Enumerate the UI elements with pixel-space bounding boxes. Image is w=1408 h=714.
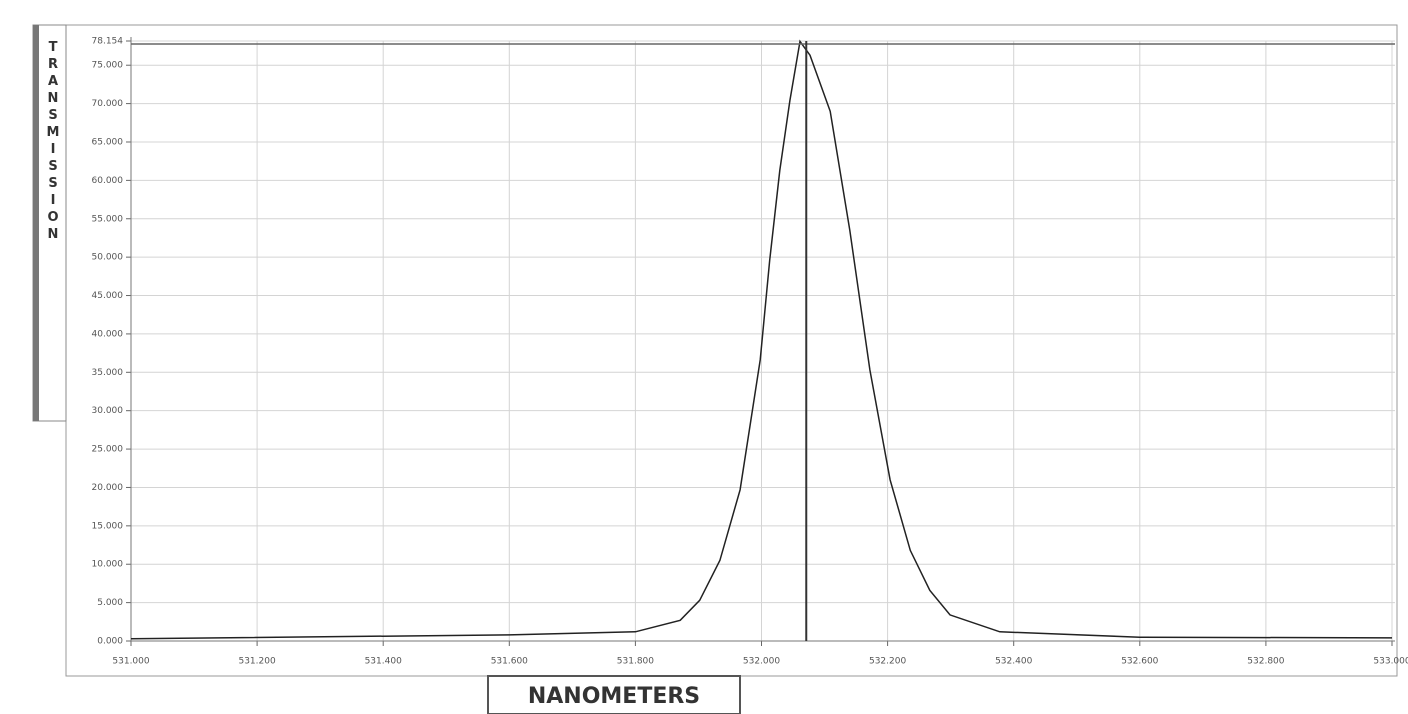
x-axis-label: NANOMETERS (528, 684, 700, 709)
y-tick-label: 35.000 (92, 368, 124, 378)
x-tick-label: 531.800 (617, 657, 654, 667)
x-tick-label: 532.800 (1247, 657, 1284, 667)
y-tick-label: 60.000 (92, 176, 124, 186)
y-tick-label: 20.000 (92, 483, 124, 493)
x-tick-label: 531.000 (112, 657, 149, 667)
x-tick-label: 532.600 (1121, 657, 1158, 667)
y-tick-label: 40.000 (92, 329, 124, 339)
y-tick-label: 30.000 (92, 406, 124, 416)
x-tick-label: 531.200 (238, 657, 275, 667)
x-tick-label: 532.000 (743, 657, 780, 667)
spectrum-line (130, 39, 1393, 640)
y-tick-label: 45.000 (92, 291, 124, 301)
y-tick-label: 0.000 (97, 637, 123, 647)
y-label-bar (33, 25, 39, 421)
x-tick-label: 532.200 (869, 657, 906, 667)
y-tick-label: 78.154 (92, 37, 124, 47)
x-tick-label: 531.400 (365, 657, 402, 667)
y-axis-label: TRANSMISSION (46, 40, 61, 244)
x-tick-label: 531.600 (491, 657, 528, 667)
y-tick-label: 25.000 (92, 445, 124, 455)
x-tick-label: 533.000 (1373, 657, 1408, 667)
y-tick-label: 70.000 (92, 99, 124, 109)
x-label-box (487, 675, 741, 714)
y-tick-label: 65.000 (92, 137, 124, 147)
y-tick-label: 15.000 (92, 521, 124, 531)
y-tick-label: 10.000 (92, 560, 124, 570)
y-tick-label: 50.000 (92, 253, 124, 263)
y-tick-label: 75.000 (92, 61, 124, 71)
y-tick-label: 5.000 (97, 598, 123, 608)
plot-frame (65, 24, 1398, 677)
x-tick-label: 532.400 (995, 657, 1032, 667)
y-tick-label: 55.000 (92, 214, 124, 224)
